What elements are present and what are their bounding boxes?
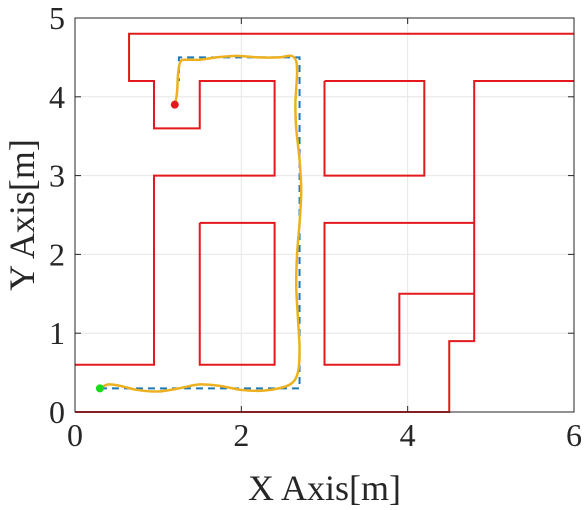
axes-box	[74, 17, 575, 413]
y-tick-label: 1	[49, 315, 65, 351]
maze-walls	[75, 32, 574, 413]
y-tick-label: 4	[49, 79, 65, 115]
trajectory-line	[98, 54, 303, 393]
y-axis-label: Y Axis[m]	[2, 139, 42, 291]
x-tick-label: 2	[233, 417, 249, 453]
y-tick-label: 5	[49, 0, 65, 36]
y-tick-label: 2	[49, 236, 65, 272]
robot-trajectory	[98, 54, 303, 393]
x-axis-label: X Axis[m]	[248, 468, 401, 508]
start-point	[95, 384, 104, 393]
wall-segment	[198, 221, 276, 366]
y-tick-label: 3	[49, 158, 65, 194]
x-tick-label: 4	[400, 417, 416, 453]
wall-segment	[323, 221, 475, 366]
wall-segment	[323, 80, 426, 177]
x-tick-label: 6	[566, 417, 582, 453]
start-goal-markers	[95, 100, 179, 393]
goal-point	[170, 100, 179, 109]
y-tick-label: 0	[49, 394, 65, 430]
tick-labels: 0 2 4 6 0 1 2 3 4 5	[49, 0, 582, 453]
x-tick-label: 0	[67, 417, 83, 453]
axis-ticks	[74, 17, 575, 413]
wall-segment	[75, 32, 574, 366]
